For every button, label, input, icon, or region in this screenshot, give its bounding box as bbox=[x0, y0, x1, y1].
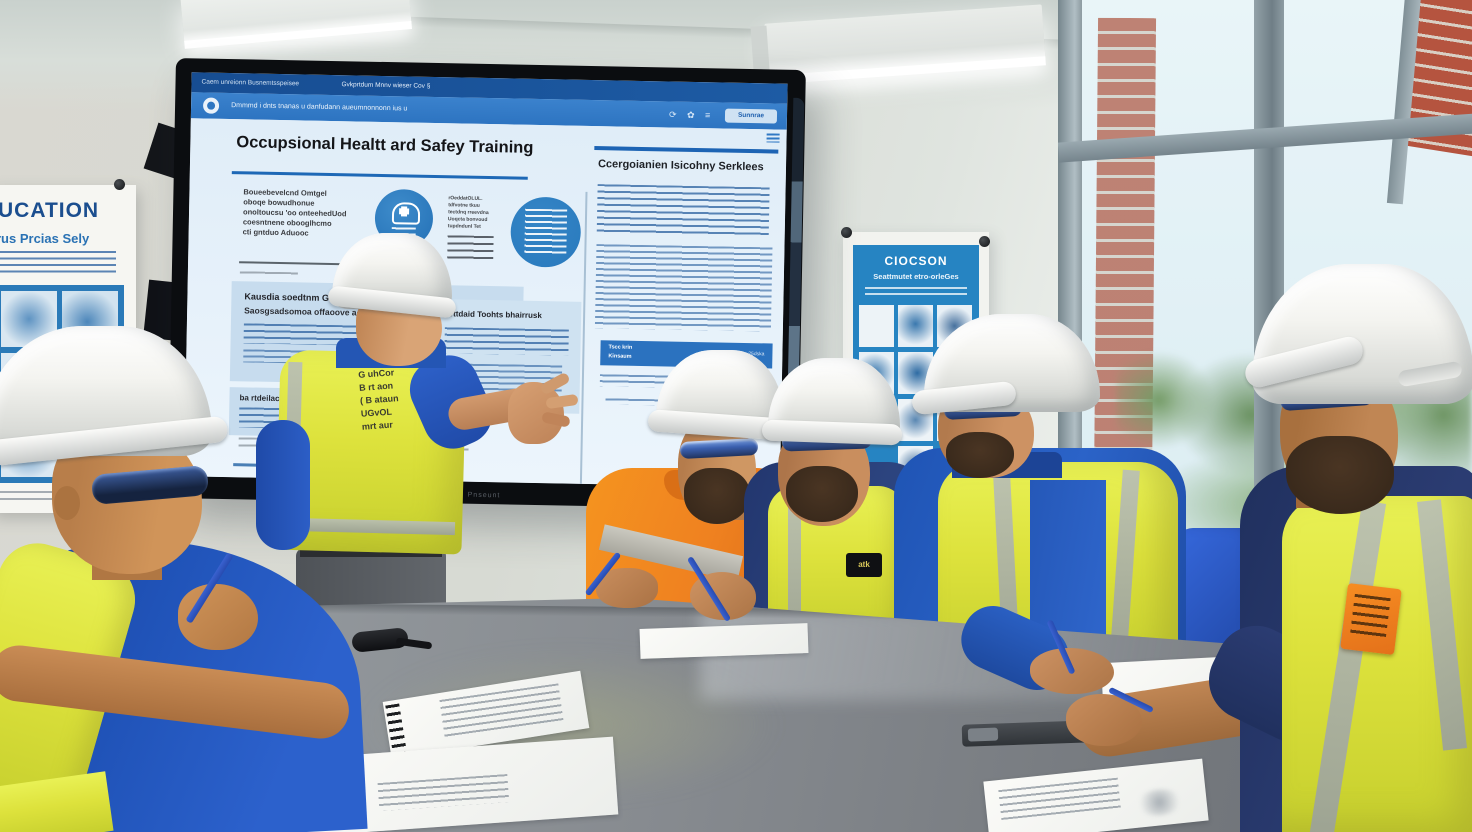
right-paragraph-1 bbox=[596, 184, 770, 236]
column-separator bbox=[579, 191, 588, 488]
worker4-beard bbox=[786, 466, 858, 522]
monitor-brand: Pnseunt bbox=[467, 491, 501, 500]
poster-right-textlines bbox=[865, 287, 967, 299]
section3-heading: Frttdaid Toohts bhairrusk bbox=[445, 309, 542, 321]
worker4-vest-stripe bbox=[788, 492, 801, 642]
note-lines-extra bbox=[447, 235, 494, 263]
notebook-writing bbox=[439, 683, 564, 740]
circle-textlines bbox=[524, 208, 568, 256]
banner-label-2: Kinsaum bbox=[608, 353, 632, 360]
page-corner-glyph bbox=[766, 133, 780, 143]
worker5-beard bbox=[946, 432, 1014, 478]
worker3-hand bbox=[596, 568, 658, 608]
worker6-beard bbox=[1286, 436, 1394, 514]
intro-line: cti gntduo Aduooc bbox=[242, 227, 309, 238]
section3-textlines bbox=[444, 327, 569, 356]
feature-circle-text bbox=[510, 196, 582, 268]
worker1-ear bbox=[54, 486, 80, 520]
poster-left-textlines bbox=[0, 251, 116, 277]
poster-left-footer bbox=[0, 491, 88, 501]
note-column: rOeddatOLUL. tdfvotne tkuu tectdnq rreev… bbox=[447, 195, 501, 263]
address-text: Dmmmd i dnts tnanas u danfudann aueumnon… bbox=[231, 102, 408, 113]
poster-left-title: UCATION bbox=[0, 199, 100, 222]
poster-pin bbox=[979, 236, 990, 247]
left-caption bbox=[239, 271, 298, 279]
poster-left-subtitle: rus Prcias Sely bbox=[0, 231, 90, 246]
home-icon-dot bbox=[207, 101, 216, 110]
tag-text-lines bbox=[1350, 593, 1391, 638]
worker4-paper bbox=[639, 623, 809, 659]
poster-right-subtitle: Seattmutet etro-orleGes bbox=[873, 272, 959, 281]
right-top-rule bbox=[594, 146, 779, 154]
browser-tab: Caem unreionn Busnemtsspeisee bbox=[201, 78, 300, 88]
right-paragraph-2 bbox=[594, 244, 773, 332]
poster-tile bbox=[859, 305, 894, 347]
poster-pin bbox=[114, 179, 125, 190]
poster-right-title: CIOCSON bbox=[884, 254, 948, 268]
browser-tab: Gvkprtdum Mnnv wieser Cov § bbox=[341, 81, 431, 90]
badge-text: atk bbox=[858, 560, 870, 569]
nav-button: Sunnrae bbox=[724, 108, 778, 124]
right-panel-title: Ccergoianien Isicohny Serklees bbox=[597, 158, 764, 174]
helmet-icon-cross bbox=[399, 208, 410, 215]
poster-tile bbox=[898, 305, 933, 347]
title-underline bbox=[231, 171, 528, 180]
intro-text: Boueebevelcnd Omtgel oboqe bowudhonue on… bbox=[243, 187, 374, 239]
settings-icon: ✿ bbox=[686, 109, 695, 120]
note-line: tupdndunl Tet bbox=[447, 223, 481, 230]
right-paper-text bbox=[998, 777, 1121, 820]
banner-label-1: Tscc krin bbox=[608, 344, 633, 351]
page-title: Occupsional Healtt ard Safey Training bbox=[236, 133, 534, 157]
presenter-left-sleeve bbox=[256, 420, 310, 550]
clipboard-clip bbox=[967, 727, 999, 742]
poster-pin bbox=[841, 227, 852, 238]
menu-icon: ≡ bbox=[704, 110, 711, 121]
right-paper-figure bbox=[1135, 787, 1184, 818]
handout-text bbox=[377, 774, 510, 812]
worker3-beard bbox=[684, 468, 750, 524]
worker6-orange-tag bbox=[1340, 582, 1402, 656]
worker4-badge: atk bbox=[846, 553, 882, 577]
refresh-icon: ⟳ bbox=[668, 109, 677, 120]
browser-home-icon bbox=[202, 97, 220, 114]
